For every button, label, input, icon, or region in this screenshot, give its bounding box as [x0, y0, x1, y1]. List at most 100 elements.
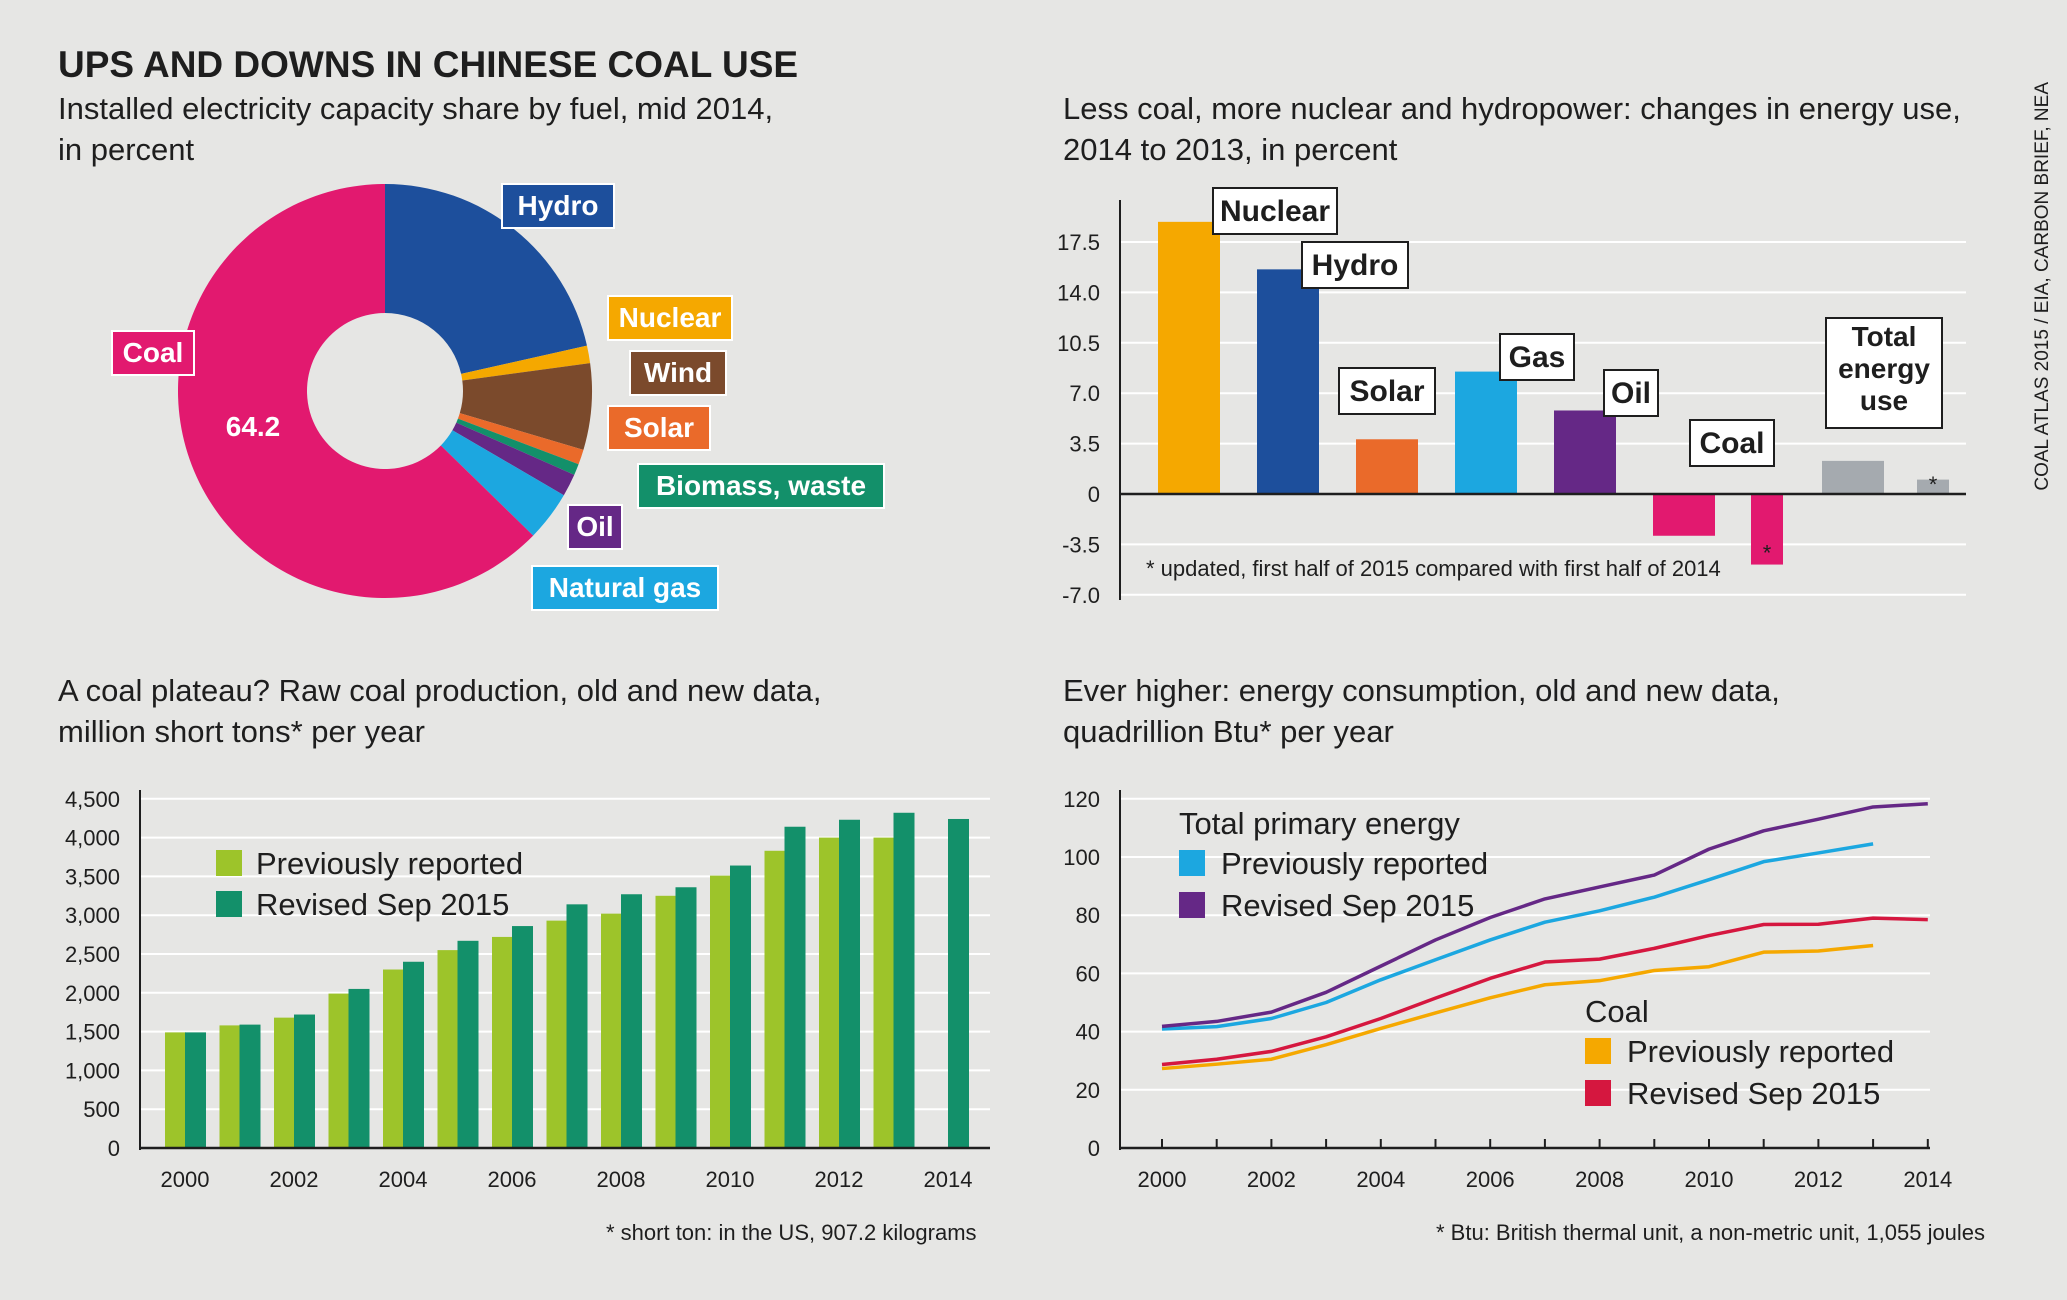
pie-label-box-oil — [567, 504, 623, 550]
pie-label-box-solar — [607, 405, 711, 451]
bars-label-box-coal — [1689, 419, 1775, 467]
bars-asterisk-mark: * — [1763, 541, 1772, 566]
consumption-legend-title-coal: Coal — [1585, 994, 1649, 1029]
production-x-tick-label: 2010 — [706, 1167, 755, 1192]
consumption-y-tick-label: 100 — [1063, 845, 1100, 870]
consumption-x-tick-label: 2008 — [1575, 1167, 1624, 1192]
consumption-x-tick-label: 2002 — [1247, 1167, 1296, 1192]
bars-y-tick-label: -3.5 — [1062, 532, 1100, 557]
bars-y-tick-label: 7.0 — [1069, 381, 1100, 406]
production-bar-previously-reported-2009 — [655, 895, 677, 1148]
bars-y-tick-label: 17.5 — [1057, 230, 1100, 255]
consumption-y-tick-label: 20 — [1076, 1078, 1100, 1103]
bars-label-hydro: Hydro — [1312, 249, 1399, 282]
consumption-subtitle-line-2: quadrillion Btu* per year — [1063, 714, 1394, 749]
pie-label-biomass-waste: Biomass, waste — [656, 470, 866, 501]
pie-subtitle-line-2: in percent — [58, 132, 195, 167]
pie-label-wind: Wind — [644, 357, 712, 388]
production-bar-previously-reported-2003 — [328, 993, 350, 1148]
bars-subtitle-line-2: 2014 to 2013, in percent — [1063, 132, 1398, 167]
production-bar-previously-reported-2011 — [764, 850, 786, 1148]
production-bar-revised-sep-2015-2001 — [239, 1024, 261, 1148]
bars-label-total-energy-use-line: energy — [1838, 353, 1930, 384]
production-x-tick-label: 2004 — [379, 1167, 428, 1192]
pie-slice-natural-gas — [440, 430, 564, 536]
pie-label-box-nuclear — [607, 295, 733, 341]
production-bar-revised-sep-2015-2002 — [294, 1014, 315, 1148]
consumption-legend-swatch-total-primary-energy-revised-sep-2015 — [1179, 892, 1205, 918]
production-bar-previously-reported-2006 — [492, 936, 513, 1148]
bars-subtitle-line-1: Less coal, more nuclear and hydropower: … — [1063, 91, 1961, 126]
production-bar-previously-reported-2004 — [383, 969, 404, 1148]
production-bar-revised-sep-2015-2012 — [839, 819, 860, 1148]
consumption-line-coal-previously-reported — [1161, 943, 1874, 1071]
pie-slice-oil — [452, 422, 575, 496]
consumption-legend-label-total-primary-energy-previously-reported: Previously reported — [1221, 846, 1488, 881]
production-y-tick-label: 4,000 — [65, 826, 120, 851]
pie-label-box-biomass-waste — [637, 463, 885, 509]
production-bar-revised-sep-2015-2004 — [403, 961, 424, 1148]
consumption-y-tick-label: 40 — [1076, 1020, 1100, 1045]
production-bar-revised-sep-2015-2000 — [185, 1032, 206, 1148]
bars-label-box-total-energy-use — [1825, 317, 1943, 429]
production-x-tick-label: 2002 — [270, 1167, 319, 1192]
consumption-legend-swatch-coal-previously-reported — [1585, 1038, 1611, 1064]
production-y-tick-label: 4,500 — [65, 787, 120, 812]
bars-bar-oil — [1554, 410, 1616, 494]
bars-label-box-nuclear — [1212, 187, 1338, 235]
production-y-tick-label: 2,500 — [65, 942, 120, 967]
pie-slice-coal — [178, 184, 534, 598]
pie-label-box-wind — [629, 350, 727, 396]
pie-label-box-hydro — [501, 183, 615, 229]
bars-bar-hydro — [1257, 269, 1319, 494]
bars-label-nuclear: Nuclear — [1220, 195, 1330, 228]
consumption-legend-label-total-primary-energy-revised-sep-2015: Revised Sep 2015 — [1221, 888, 1474, 923]
pie-label-box-coal — [111, 330, 195, 376]
pie-label-nuclear: Nuclear — [619, 302, 722, 333]
consumption-x-tick-label: 2004 — [1356, 1167, 1405, 1192]
production-bar-revised-sep-2015-2011 — [784, 826, 806, 1148]
consumption-y-tick-label: 80 — [1076, 903, 1100, 928]
main-title: UPS AND DOWNS IN CHINESE COAL USE — [58, 44, 799, 85]
consumption-line-coal-revised-sep-2015 — [1161, 916, 1928, 1067]
consumption-legend-label-coal-previously-reported: Previously reported — [1627, 1034, 1894, 1069]
production-bar-revised-sep-2015-2008 — [621, 894, 642, 1148]
bars-y-tick-label: 10.5 — [1057, 331, 1100, 356]
pie-label-hydro: Hydro — [518, 190, 599, 221]
pie-label-box-natural-gas — [531, 565, 719, 611]
production-bar-previously-reported-2008 — [601, 913, 622, 1148]
production-bar-previously-reported-2007 — [546, 920, 568, 1148]
bars-y-tick-label: 0 — [1088, 482, 1100, 507]
bars-asterisk-mark: * — [1929, 472, 1938, 497]
production-y-tick-label: 1,000 — [65, 1058, 120, 1083]
bars-y-tick-label: 14.0 — [1057, 280, 1100, 305]
consumption-footnote: * Btu: British thermal unit, a non-metri… — [1436, 1220, 1986, 1245]
production-subtitle-line-2: million short tons* per year — [58, 714, 425, 749]
production-bar-previously-reported-2005 — [437, 950, 459, 1148]
production-bar-revised-sep-2015-2010 — [730, 865, 751, 1148]
production-x-tick-label: 2008 — [597, 1167, 646, 1192]
bars-bar-nuclear — [1158, 221, 1220, 494]
bars-label-coal: Coal — [1699, 427, 1764, 460]
pie-label-coal: Coal — [123, 337, 184, 368]
consumption-line-total-primary-energy-revised-sep-2015 — [1161, 801, 1928, 1029]
consumption-x-tick-label: 2006 — [1466, 1167, 1515, 1192]
bars-bar-gas — [1455, 371, 1517, 494]
pie-subtitle-line-1: Installed electricity capacity share by … — [58, 91, 774, 126]
bars-label-solar: Solar — [1349, 375, 1424, 408]
production-bar-revised-sep-2015-2006 — [512, 926, 533, 1148]
pie-label-solar: Solar — [624, 412, 694, 443]
bars-label-box-gas — [1499, 333, 1575, 381]
consumption-x-tick-label: 2014 — [1903, 1167, 1952, 1192]
production-bar-previously-reported-2000 — [165, 1032, 186, 1148]
consumption-line-total-primary-energy-previously-reported — [1161, 842, 1874, 1031]
consumption-y-tick-label: 120 — [1063, 787, 1100, 812]
production-x-tick-label: 2000 — [161, 1167, 210, 1192]
production-bar-previously-reported-2010 — [710, 875, 731, 1148]
pie-slice-wind — [459, 363, 592, 450]
consumption-legend-title-total-primary-energy: Total primary energy — [1179, 806, 1460, 841]
bars-label-total-energy-use: Total energy use — [1838, 321, 1930, 416]
production-bar-revised-sep-2015-2007 — [566, 904, 588, 1148]
pie-slice-solar — [457, 413, 584, 465]
